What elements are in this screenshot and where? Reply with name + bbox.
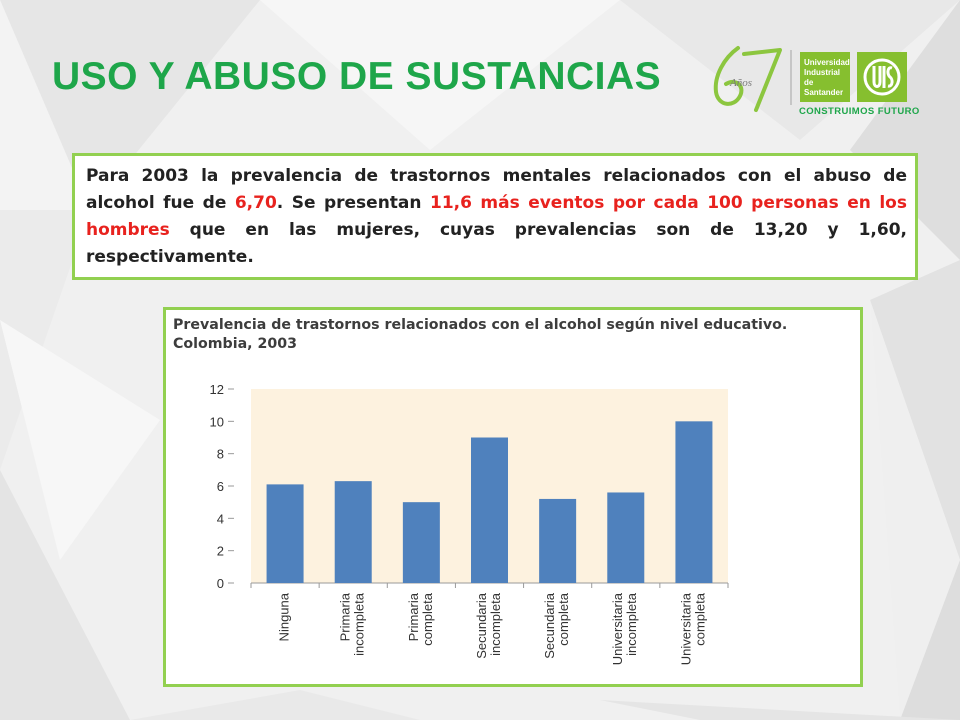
x-tick-label: incompleta (624, 592, 639, 656)
university-line: Santander (804, 88, 844, 97)
x-tick-label-group: Ninguna (277, 592, 292, 641)
x-tick-label: Universitaria (610, 592, 625, 665)
highlight-value: 6,70 (234, 193, 277, 213)
x-tick-label: completa (692, 592, 707, 646)
university-line: Universidad (804, 58, 850, 67)
summary-text: Para 2003 la prevalencia de trastornos m… (86, 166, 907, 213)
x-tick-label: incompleta (488, 592, 503, 656)
x-tick-label-group: Secundaria incompleta (474, 592, 503, 659)
bar (607, 492, 645, 583)
y-tick-label: 10 (210, 414, 224, 429)
university-name-badge: Universidad Industrial de Santander (800, 52, 850, 102)
uis-emblem (857, 52, 907, 102)
uis-logo-icon (863, 58, 901, 96)
y-tick-label: 8 (217, 447, 224, 462)
y-tick-label: 4 (217, 511, 224, 526)
y-tick-label: 0 (217, 576, 224, 591)
x-tick-label: completa (420, 592, 435, 646)
chart-title-line: Colombia, 2003 (173, 336, 297, 352)
bar (402, 502, 440, 583)
y-tick-label: 2 (217, 544, 224, 559)
university-line: Industrial de (804, 68, 841, 87)
anniversary-logo: Años (713, 46, 782, 112)
summary-text: que en las mujeres, cuyas prevalencias s… (86, 220, 907, 267)
slide-title: USO Y ABUSO DE SUSTANCIAS (52, 55, 662, 98)
bar (539, 498, 577, 583)
chart-panel: Prevalencia de trastornos relacionados c… (163, 307, 863, 687)
bar (334, 481, 372, 583)
x-tick-label-group: Primaria incompleta (338, 592, 367, 656)
x-tick-label: Secundaria (474, 592, 489, 659)
x-tick-label-group: Universitaria completa (678, 592, 707, 665)
tagline: CONSTRUIMOS FUTURO (799, 106, 920, 117)
highlight-value: 11,6 más eventos por cada 100 personas e… (86, 193, 907, 240)
y-tick-label: 6 (217, 479, 224, 494)
bar (675, 421, 713, 583)
summary-textbox: Para 2003 la prevalencia de trastornos m… (72, 153, 918, 280)
x-tick-label: completa (556, 592, 571, 646)
chart-title-line: Prevalencia de trastornos relacionados c… (173, 317, 788, 333)
bar (471, 437, 508, 583)
x-tick-label: Secundaria (542, 592, 557, 659)
x-tick-label-group: Primaria completa (406, 592, 435, 646)
x-tick-label: Primaria (338, 592, 353, 641)
x-tick-label-group: Secundaria completa (542, 592, 571, 659)
x-tick-label: Primaria (406, 592, 421, 641)
chart-title: Prevalencia de trastornos relacionados c… (173, 316, 860, 354)
anniversary-word: Años (729, 77, 752, 89)
summary-text: . Se presentan (276, 193, 430, 213)
y-tick-label: 12 (210, 382, 224, 397)
bar (266, 484, 304, 583)
x-tick-label: Universitaria (678, 592, 693, 665)
x-tick-label-group: Universitaria incompleta (610, 592, 639, 665)
x-tick-label: incompleta (352, 592, 367, 656)
x-tick-label: Ninguna (277, 592, 292, 641)
logo-divider (790, 50, 792, 105)
